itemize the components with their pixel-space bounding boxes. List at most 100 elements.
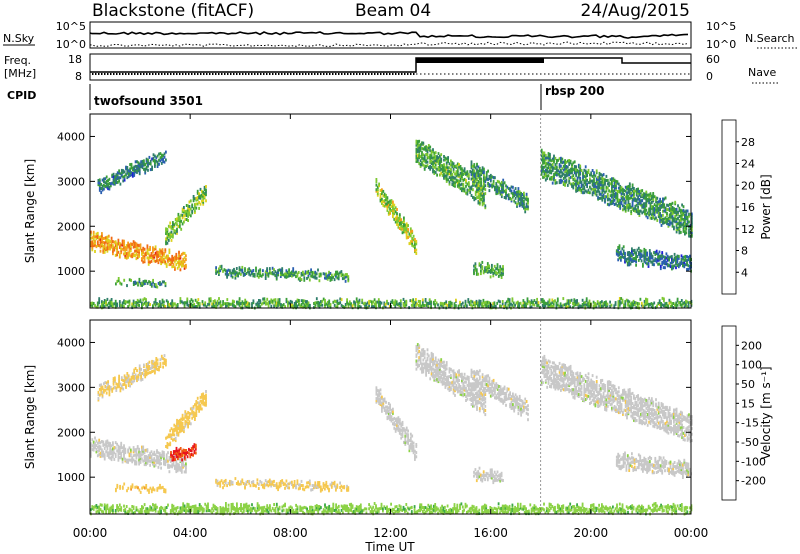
echo-cell — [662, 266, 665, 270]
echo-cell — [146, 449, 149, 453]
echo-cell — [566, 183, 569, 187]
echo-cell — [326, 484, 329, 488]
echo-cell — [469, 190, 472, 194]
echo-cell — [329, 272, 332, 275]
echo-cell — [386, 205, 389, 208]
echo-cell — [346, 300, 348, 304]
echo-cell — [663, 205, 666, 209]
echo-cell — [666, 222, 668, 226]
echo-cell — [678, 219, 681, 223]
echo-cell — [563, 303, 566, 307]
echo-cell — [673, 219, 675, 223]
echo-cell — [273, 479, 275, 483]
echo-cell — [628, 186, 631, 189]
echo-cell — [159, 281, 161, 285]
echo-cell — [107, 238, 110, 242]
echo-cell — [449, 304, 452, 308]
echo-cell — [612, 199, 615, 203]
echo-cell — [92, 440, 95, 444]
echo-cell — [135, 246, 138, 250]
echo-cell — [518, 302, 521, 306]
echo-cell — [658, 302, 661, 306]
echo-cell — [682, 301, 684, 305]
echo-cell — [155, 285, 157, 289]
echo-cell — [606, 304, 609, 308]
echo-cell — [419, 304, 421, 308]
echo-cell — [465, 171, 467, 175]
echo-cell — [630, 212, 633, 216]
echo-cell — [185, 263, 187, 267]
echo-cell — [226, 274, 228, 277]
echo-cell — [259, 299, 262, 303]
echo-cell — [99, 441, 102, 445]
echo-cell — [684, 216, 686, 219]
echo-cell — [129, 167, 131, 171]
echo-cell — [543, 302, 545, 306]
echo-cell — [473, 272, 475, 276]
echo-cell — [411, 243, 414, 247]
echo-cell — [173, 229, 176, 233]
echo-cell — [208, 302, 211, 306]
echo-cell — [671, 224, 674, 228]
echo-cell — [510, 199, 513, 203]
echo-cell — [477, 272, 480, 276]
echo-cell — [583, 174, 586, 178]
echo-cell — [623, 200, 626, 204]
echo-cell — [223, 302, 226, 306]
echo-cell — [95, 444, 98, 448]
echo-cell — [260, 481, 263, 485]
echo-cell — [110, 450, 113, 454]
echo-cell — [266, 271, 268, 275]
echo-cell — [123, 446, 125, 450]
echo-cell — [303, 299, 306, 303]
echo-cell — [394, 305, 397, 309]
echo-cell — [344, 303, 347, 306]
power-colorbar-frame — [721, 119, 737, 295]
echo-cell — [452, 162, 455, 166]
echo-cell — [109, 452, 112, 456]
echo-cell — [90, 303, 92, 307]
echo-cell — [174, 218, 177, 221]
echo-cell — [150, 456, 153, 460]
echo-cell — [564, 183, 566, 187]
echo-cell — [167, 238, 170, 242]
echo-cell — [637, 189, 639, 193]
echo-cell — [655, 260, 658, 264]
echo-cell — [615, 192, 617, 195]
echo-cell — [425, 164, 427, 168]
echo-cell — [518, 303, 521, 307]
echo-cell — [336, 276, 339, 280]
echo-cell — [598, 186, 601, 190]
echo-cell — [133, 173, 136, 177]
echo-cell — [675, 303, 678, 307]
echo-cell — [409, 234, 412, 238]
echo-cell — [385, 202, 387, 206]
echo-cell — [687, 301, 690, 305]
echo-cell — [372, 305, 375, 309]
echo-cell — [678, 231, 681, 235]
echo-cell — [582, 187, 584, 191]
echo-cell — [676, 256, 679, 260]
echo-cell — [375, 188, 378, 192]
echo-cell — [138, 364, 141, 368]
echo-cell — [557, 169, 560, 173]
echo-cell — [133, 169, 136, 173]
echo-cell — [573, 165, 576, 168]
echo-cell — [663, 203, 666, 207]
echo-cell — [673, 225, 675, 229]
echo-cell — [379, 199, 382, 203]
echo-cell — [636, 304, 639, 307]
echo-cell — [92, 236, 95, 240]
echo-cell — [472, 174, 474, 178]
echo-cell — [197, 301, 200, 305]
echo-cell — [101, 304, 103, 308]
echo-cell — [609, 198, 612, 202]
echo-cell — [401, 231, 404, 235]
echo-cell — [644, 212, 646, 216]
echo-cell — [664, 210, 667, 214]
echo-cell — [98, 244, 101, 248]
echo-cell — [317, 304, 320, 308]
echo-cell — [215, 271, 217, 275]
echo-cell — [628, 192, 631, 196]
